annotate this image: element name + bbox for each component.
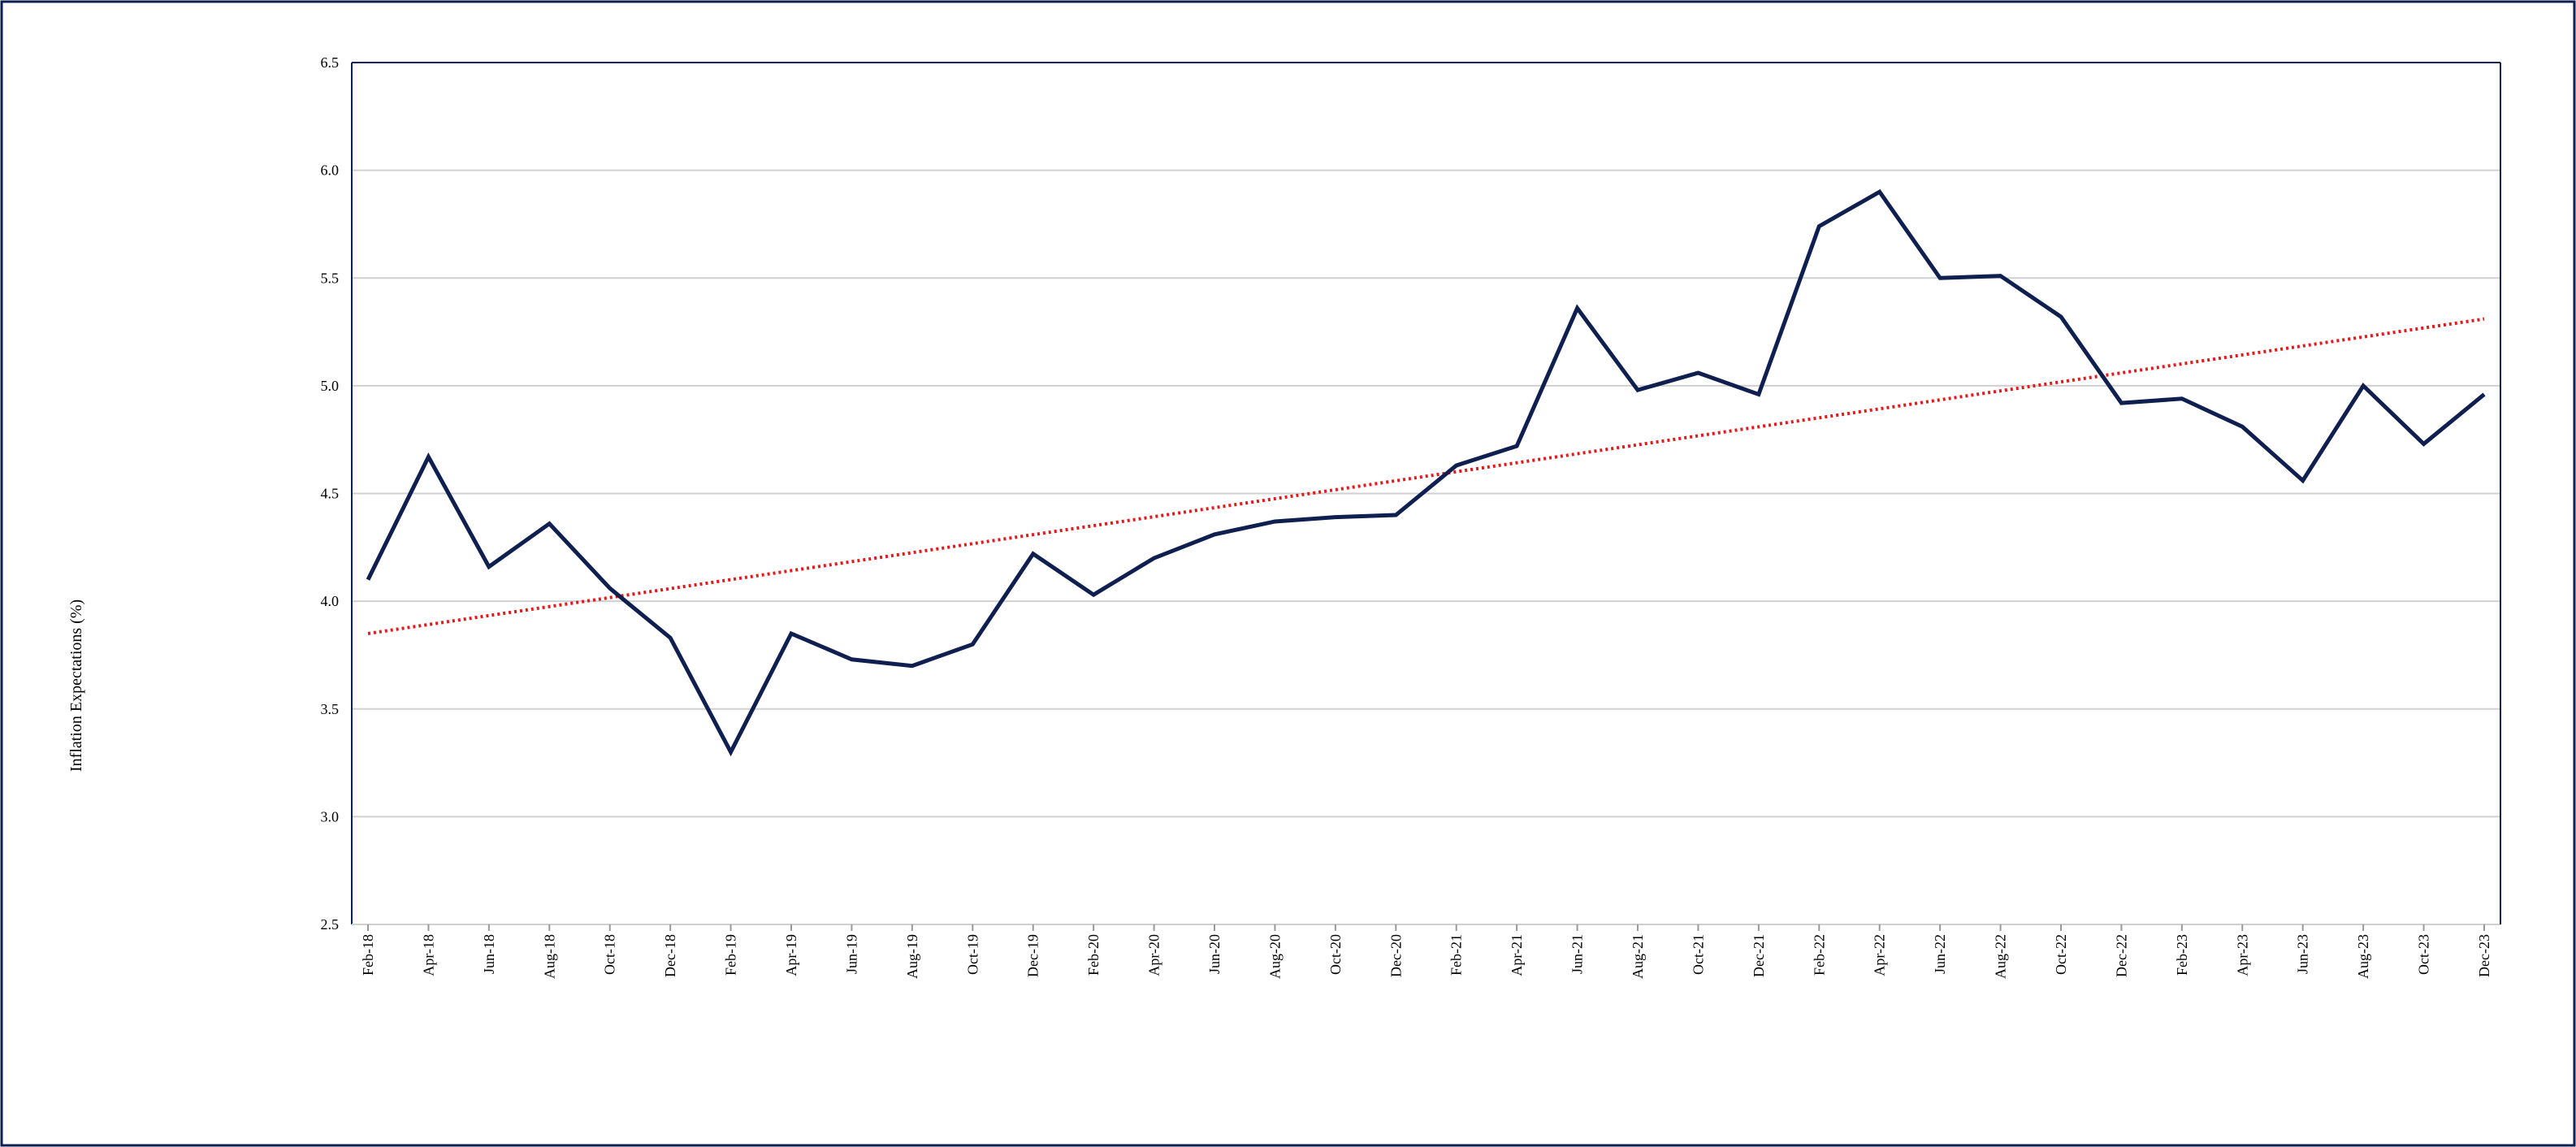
x-tick-label: Oct-22 — [2053, 934, 2069, 975]
x-tick-label: Apr-19 — [783, 934, 799, 976]
x-tick-label: Jun-19 — [843, 934, 859, 974]
y-tick-label: 4.0 — [321, 593, 340, 609]
x-tick-label: Jun-22 — [1932, 934, 1948, 974]
x-tick-label: Feb-19 — [723, 934, 739, 976]
x-tick-label: Aug-18 — [541, 934, 557, 979]
x-tick-label: Oct-18 — [602, 934, 618, 975]
x-tick-label: Apr-23 — [2234, 934, 2250, 976]
y-tick-label: 2.5 — [321, 916, 340, 933]
x-tick-label: Jun-23 — [2295, 934, 2311, 974]
x-tick-label: Aug-19 — [904, 934, 920, 979]
x-tick-label: Oct-19 — [964, 934, 981, 975]
data-line — [366, 188, 2486, 757]
x-tick-label: Aug-21 — [1630, 934, 1646, 979]
x-tick-label: Apr-22 — [1872, 934, 1888, 976]
x-tick-label: Feb-21 — [1448, 934, 1465, 976]
x-tick-label: Oct-23 — [2416, 934, 2432, 975]
y-tick-label: 5.5 — [321, 270, 340, 286]
x-tick-label: Jun-20 — [1206, 934, 1223, 974]
x-tick-label: Feb-22 — [1811, 934, 1827, 976]
x-tick-label: Dec-22 — [2113, 934, 2129, 977]
x-tick-label: Oct-20 — [1327, 934, 1344, 975]
x-tick-label: Apr-18 — [420, 934, 436, 976]
x-tick-label: Jun-18 — [481, 934, 497, 974]
x-tick-label: Feb-23 — [2174, 934, 2190, 976]
x-tick-label: Dec-23 — [2476, 934, 2492, 977]
x-tick-label: Jun-21 — [1569, 934, 1586, 974]
x-tick-label: Feb-18 — [360, 934, 376, 976]
y-tick-label: 3.5 — [321, 701, 340, 717]
y-tick-label: 6.5 — [321, 54, 340, 71]
x-tick-label: Aug-23 — [2355, 934, 2371, 979]
x-tick-label: Oct-21 — [1690, 934, 1706, 975]
y-tick-label: 6.0 — [321, 162, 340, 179]
x-tick-label: Dec-20 — [1388, 934, 1404, 977]
y-tick-label: 5.0 — [321, 378, 340, 394]
x-tick-label: Apr-20 — [1146, 934, 1162, 976]
y-tick-label: 3.0 — [321, 808, 340, 825]
y-axis-label: Inflation Expectations (%) — [67, 599, 85, 772]
y-tick-label: 4.5 — [321, 486, 340, 502]
x-tick-label: Dec-21 — [1751, 934, 1767, 977]
x-tick-label: Aug-20 — [1266, 934, 1283, 979]
x-tick-label: Dec-18 — [662, 934, 678, 977]
x-tick-label: Feb-20 — [1085, 934, 1102, 976]
x-tick-label: Apr-21 — [1509, 934, 1525, 976]
x-tick-label: Aug-22 — [1993, 934, 2009, 979]
x-tick-label: Dec-19 — [1025, 934, 1041, 977]
trendline — [367, 317, 2485, 635]
